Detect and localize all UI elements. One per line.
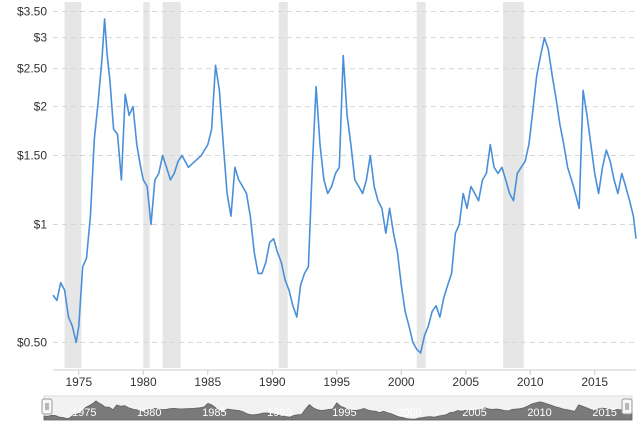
y-tick-label: $3 (34, 31, 48, 45)
y-tick-label: $3.50 (17, 4, 47, 18)
y-tick-label: $2 (34, 100, 48, 114)
y-tick-label: $0.50 (17, 335, 47, 349)
navigator-tick-label: 1980 (137, 407, 161, 419)
recession-band-2 (162, 2, 181, 368)
navigator-series-area (43, 400, 633, 421)
series-line-group (52, 18, 637, 354)
x-tick-label: 1990 (259, 375, 286, 389)
y-tick-label: $1.50 (17, 149, 47, 163)
navigator-left-handle[interactable] (41, 398, 53, 415)
y-tick-label: $1 (34, 217, 48, 231)
x-tick-label: 1975 (65, 375, 92, 389)
navigator-tick-label: 1990 (267, 407, 291, 419)
x-tick-label: 2010 (517, 375, 544, 389)
range-navigator: 1975 1980 1985 1990 1995 2000 2005 2010 2015 (41, 395, 633, 421)
navigator-tick-label: 1975 (72, 407, 96, 419)
recession-band-0 (64, 2, 82, 368)
navigator-tick-label: 1985 (202, 407, 226, 419)
recession-band-5 (503, 2, 524, 368)
x-tick-label: 2000 (388, 375, 415, 389)
x-tick-label: 1985 (194, 375, 221, 389)
x-tick-label: 1980 (130, 375, 157, 389)
navigator-tick-label: 2005 (462, 407, 486, 419)
series-line-0 (52, 18, 637, 354)
gridlines (53, 10, 636, 343)
y-axis-tick-labels: $0.50 $1 $1.50 $2 $2.50 $3 $3.50 (17, 4, 47, 349)
navigator-tick-label: 2010 (527, 407, 551, 419)
x-tick-label: 1995 (323, 375, 350, 389)
x-tick-label: 2005 (452, 375, 479, 389)
navigator-tick-label: 1995 (332, 407, 356, 419)
recession-bands (64, 2, 524, 368)
navigator-tick-label: 2000 (397, 407, 421, 419)
x-axis-tick-labels: 1975 1980 1985 1990 1995 2000 2005 2010 2015 (65, 370, 608, 389)
navigator-right-handle[interactable] (621, 398, 633, 415)
recession-band-3 (278, 2, 288, 368)
x-tick-label: 2015 (581, 375, 608, 389)
navigator-tick-label: 2015 (592, 407, 616, 419)
y-tick-label: $2.50 (17, 62, 47, 76)
recession-band-4 (416, 2, 426, 368)
